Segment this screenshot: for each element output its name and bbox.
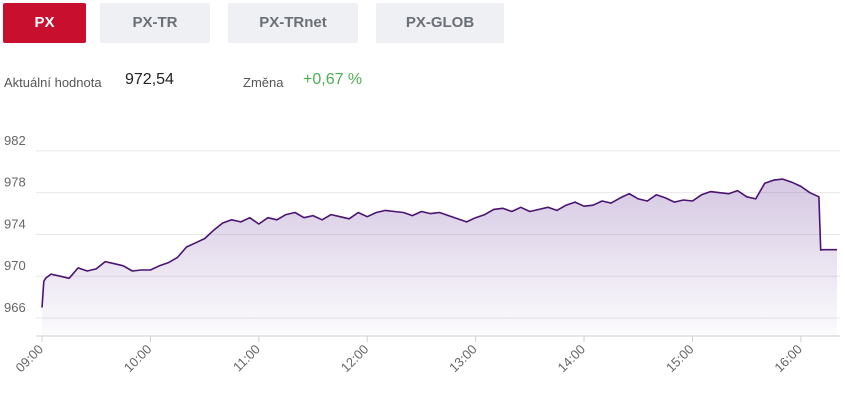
tab-px-trnet[interactable]: PX-TRnet — [228, 3, 358, 43]
y-tick-label: 970 — [4, 258, 26, 273]
tab-px-tr[interactable]: PX-TR — [100, 3, 210, 43]
y-tick-label: 982 — [4, 133, 26, 148]
intraday-chart: 966 970 974 978 982 09:00 10:00 11:00 12:00 13:0… — [4, 133, 840, 375]
change-value: +0,67 % — [303, 71, 363, 88]
x-tick-label: 09:00 — [13, 342, 47, 376]
tab-px-glob[interactable]: PX-GLOB — [376, 3, 504, 43]
y-tick-label: 966 — [4, 300, 26, 315]
y-tick-label: 978 — [4, 175, 26, 190]
change-label: Změna — [243, 75, 284, 90]
x-tick-label: 14:00 — [555, 342, 589, 376]
y-axis: 966 970 974 978 982 — [4, 133, 26, 315]
current-value-label: Aktuální hodnota — [4, 75, 102, 90]
x-tick-label: 10:00 — [121, 342, 155, 376]
x-tick-label: 11:00 — [230, 342, 263, 375]
x-tick-label: 15:00 — [663, 342, 697, 376]
x-axis: 09:00 10:00 11:00 12:00 13:00 14:00 15:00 16:00 — [13, 336, 805, 375]
tab-px[interactable]: PX — [3, 3, 86, 43]
x-tick-label: 16:00 — [771, 342, 805, 376]
x-tick-label: 13:00 — [446, 342, 480, 376]
x-tick-label: 12:00 — [338, 342, 372, 376]
index-summary: Aktuální hodnota 972,54 Změna +0,67 % — [4, 70, 604, 94]
price-line — [41, 178, 837, 308]
price-area — [42, 179, 837, 336]
y-tick-label: 974 — [4, 216, 26, 231]
current-value: 972,54 — [125, 71, 174, 88]
